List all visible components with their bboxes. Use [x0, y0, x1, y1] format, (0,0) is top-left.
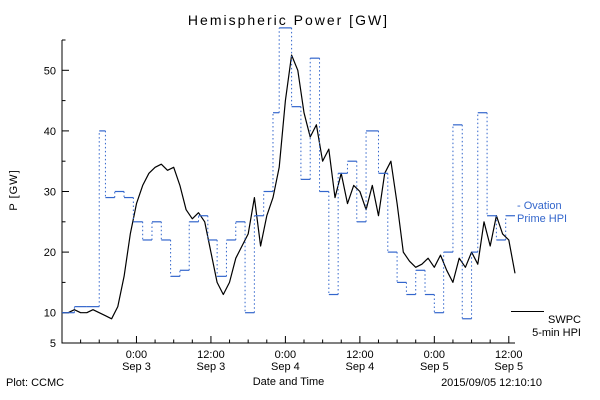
- svg-text:40: 40: [44, 126, 56, 138]
- svg-text:Sep 4: Sep 4: [345, 361, 374, 373]
- svg-text:0:00: 0:00: [424, 349, 445, 361]
- svg-text:5: 5: [50, 338, 56, 350]
- svg-text:20: 20: [44, 247, 56, 259]
- chart-title: Hemispheric Power [GW]: [187, 12, 390, 28]
- legend-swpc: SWPC 5-min HPI: [517, 314, 581, 340]
- svg-text:Sep 3: Sep 3: [197, 361, 226, 373]
- svg-text:Sep 3: Sep 3: [122, 361, 151, 373]
- svg-text:Sep 4: Sep 4: [271, 361, 300, 373]
- legend-ovation-line1: - Ovation: [517, 200, 562, 212]
- svg-text:Sep 5: Sep 5: [420, 361, 449, 373]
- plot-timestamp: 2015/09/05 12:10:10: [441, 377, 542, 389]
- swpc-legend-line: [511, 311, 544, 312]
- x-axis-label: Date and Time: [252, 376, 325, 388]
- svg-text:10: 10: [44, 308, 56, 320]
- svg-text:12:00: 12:00: [495, 349, 523, 361]
- plot-source-text: Plot: CCMC: [6, 377, 65, 389]
- svg-text:30: 30: [44, 187, 56, 199]
- y-axis-label: P [GW]: [8, 169, 20, 211]
- legend-ovation: - Ovation Prime HPI: [517, 200, 567, 226]
- legend-swpc-line1: SWPC: [548, 314, 581, 326]
- svg-text:0:00: 0:00: [126, 349, 147, 361]
- svg-text:12:00: 12:00: [346, 349, 374, 361]
- svg-text:0:00: 0:00: [275, 349, 296, 361]
- legend-swpc-line2: 5-min HPI: [532, 327, 581, 339]
- svg-text:50: 50: [44, 65, 56, 77]
- svg-text:Sep 5: Sep 5: [494, 361, 523, 373]
- svg-text:12:00: 12:00: [197, 349, 225, 361]
- legend-ovation-line2: Prime HPI: [517, 213, 568, 225]
